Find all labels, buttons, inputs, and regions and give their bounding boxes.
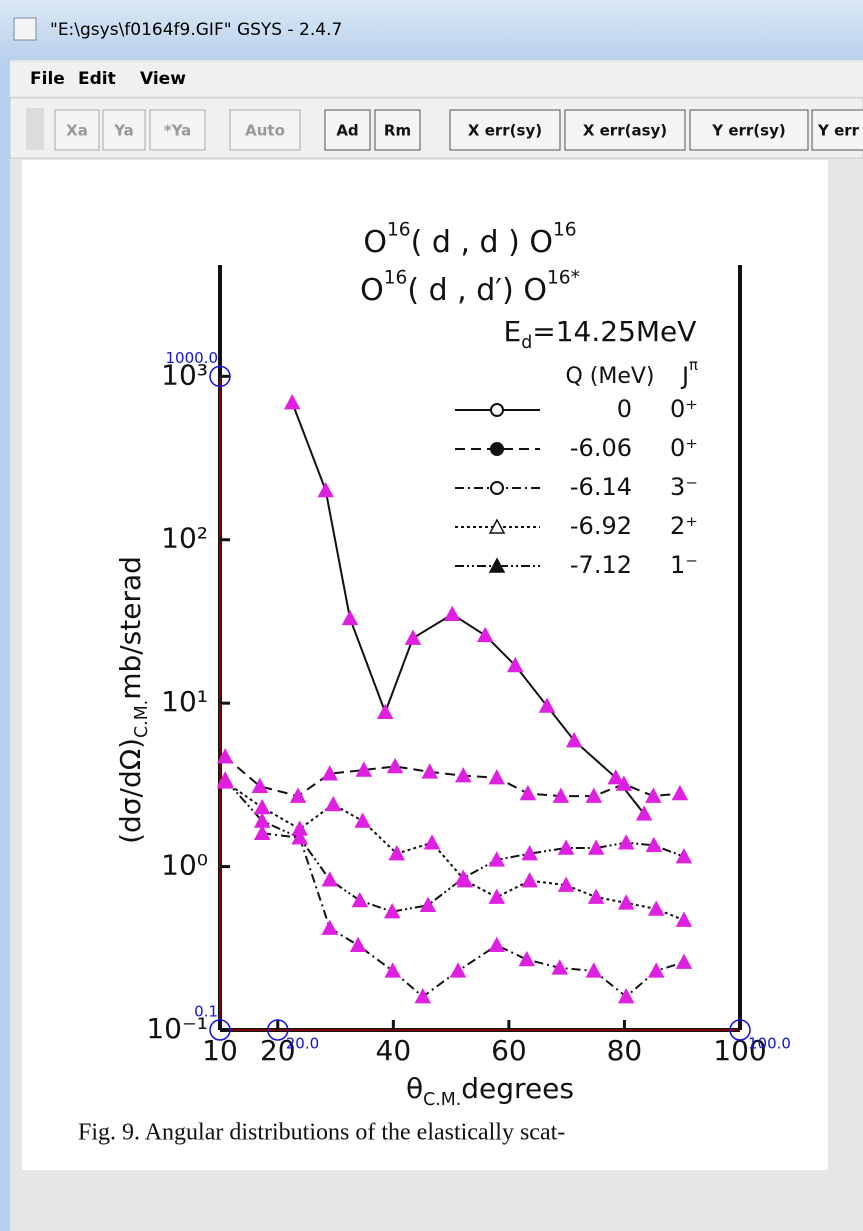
- reaction-title-part: ( d , d ) O: [411, 225, 553, 260]
- menu-item[interactable]: File: [30, 69, 65, 89]
- window-border: [0, 60, 10, 1231]
- legend-q: -6.14: [570, 473, 632, 501]
- y-axis-title: (dσ/dΩ)C.M.mb/sterad: [114, 556, 152, 844]
- legend-spin: 1⁻: [670, 551, 698, 579]
- legend-spin: 3⁻: [670, 473, 698, 501]
- x-tick-label: 60: [491, 1034, 527, 1067]
- toolbar-button-label: Auto: [245, 122, 285, 140]
- legend-q: -6.92: [570, 512, 632, 540]
- calibration-label: 0.1: [194, 1003, 218, 1021]
- reaction-title-part: 16: [384, 267, 408, 288]
- toolbar-button-label: Xa: [66, 122, 88, 140]
- beam-energy-part: E: [504, 315, 522, 348]
- x-axis-title-part: C.M.: [423, 1090, 461, 1110]
- toolbar-button-label: X err(sy): [468, 122, 542, 140]
- y-axis-title-part: C.M.: [132, 700, 152, 738]
- x-tick-label: 40: [376, 1034, 412, 1067]
- menu-item[interactable]: Edit: [78, 69, 116, 89]
- toolbar-button-label: Y err: [817, 122, 860, 140]
- toolbar-button-label: *Ya: [164, 122, 191, 140]
- window-title: "E:\gsys\f0164f9.GIF" GSYS - 2.4.7: [50, 20, 342, 40]
- reaction-title-part: 16*: [547, 267, 580, 288]
- legend-header-q: Q (MeV): [565, 364, 654, 389]
- app-icon: [14, 18, 36, 40]
- reaction-title-part: O: [363, 225, 387, 260]
- legend-marker: [491, 443, 503, 455]
- legend-header-j-part: π: [689, 356, 698, 374]
- menu-item[interactable]: View: [140, 69, 186, 89]
- reaction-title-part: 16: [387, 219, 411, 240]
- toolbar-button-label: Ya: [113, 122, 134, 140]
- x-tick-label: 80: [607, 1034, 643, 1067]
- calibration-label: 100.0: [748, 1035, 791, 1053]
- toolbar-button-label: Rm: [384, 122, 411, 140]
- beam-energy-part: d: [521, 333, 532, 353]
- page: {"window":{"title":"\"E:\\gsys\\f0164f9.…: [0, 0, 863, 1231]
- toolbar-grip: [26, 108, 44, 150]
- menu-bar: [10, 62, 863, 96]
- x-tick-label: 10: [202, 1034, 238, 1067]
- x-axis-title-part: degrees: [461, 1072, 574, 1105]
- app-window: "E:\gsys\f0164f9.GIF" GSYS - 2.4.7 File Ed…: [0, 0, 863, 1231]
- toolbar-button-label: X err(asy): [583, 122, 667, 140]
- calibration-label: 1000.0: [166, 349, 219, 367]
- calibration-label: 20.0: [286, 1035, 319, 1053]
- legend-header-j-part: J: [680, 362, 689, 390]
- figure-caption: Fig. 9. Angular distributions of the ela…: [78, 1120, 565, 1146]
- beam-energy-part: =14.25MeV: [532, 315, 696, 348]
- toolbar-button-label: Y err(sy): [711, 122, 785, 140]
- x-axis-title-part: θ: [406, 1072, 423, 1105]
- legend-q: 0: [617, 395, 632, 423]
- legend-marker: [491, 482, 503, 494]
- legend-q: -6.06: [570, 434, 632, 462]
- reaction-title-part: ( d , d′) O: [407, 273, 547, 308]
- legend-q: -7.12: [570, 551, 632, 579]
- legend-marker: [491, 404, 503, 416]
- toolbar-button-label: Ad: [336, 122, 358, 140]
- y-axis-title-part: (dσ/dΩ): [114, 738, 147, 844]
- y-tick-label: 10⁰: [161, 849, 208, 882]
- y-axis-title-part: mb/sterad: [114, 556, 147, 700]
- beam-energy: Ed=14.25MeV: [504, 315, 697, 353]
- reaction-title-part: 16: [553, 219, 577, 240]
- reaction-title-part: O: [360, 273, 384, 308]
- y-tick-label: 10²: [161, 522, 208, 555]
- legend-spin: 0⁺: [670, 434, 698, 462]
- legend-spin: 2⁺: [670, 512, 698, 540]
- legend-spin: 0⁺: [670, 395, 698, 423]
- y-tick-label: 10¹: [161, 685, 208, 718]
